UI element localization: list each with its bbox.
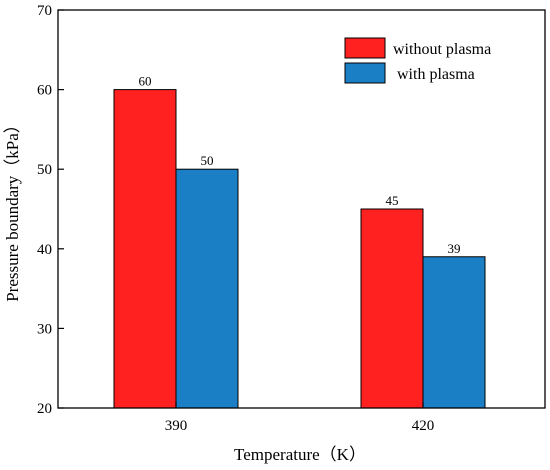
x-tick-label: 420	[412, 418, 435, 434]
bars-layer	[113, 89, 486, 409]
y-tick-label: 60	[37, 83, 52, 99]
y-tick-label: 20	[37, 401, 52, 417]
legend-swatch-without-plasma	[344, 37, 386, 59]
y-axis-ticks: 20 30 40 50 60 70	[37, 3, 64, 417]
bar-with-plasma-390	[175, 168, 239, 409]
y-axis-title: Pressure boundary（kPa）	[3, 116, 22, 302]
legend-swatch-with-plasma	[344, 62, 386, 84]
x-axis-ticks: 390 420	[165, 402, 435, 434]
legend-label-with-plasma: with plasma	[397, 66, 475, 83]
y-tick-label: 40	[37, 242, 52, 258]
bar-without-plasma-390	[113, 89, 177, 409]
y-tick-label: 30	[37, 321, 52, 337]
plot-frame	[57, 9, 546, 409]
y-tick-label: 50	[37, 162, 52, 178]
data-label-without-plasma-390: 60	[139, 74, 152, 89]
y-tick-label: 70	[37, 3, 52, 19]
data-label-with-plasma-420: 39	[448, 241, 461, 256]
data-label-with-plasma-390: 50	[201, 153, 214, 168]
x-tick-label: 390	[165, 418, 188, 434]
bar-without-plasma-420	[360, 208, 424, 409]
legend-label-without-plasma: without plasma	[393, 41, 491, 58]
bar-with-plasma-420	[422, 256, 486, 409]
legend: without plasma with plasma	[344, 37, 491, 84]
data-labels-layer: 60 50 45 39	[139, 74, 461, 256]
data-label-without-plasma-420: 45	[386, 193, 399, 208]
x-axis-title: Temperature（K）	[234, 445, 366, 464]
